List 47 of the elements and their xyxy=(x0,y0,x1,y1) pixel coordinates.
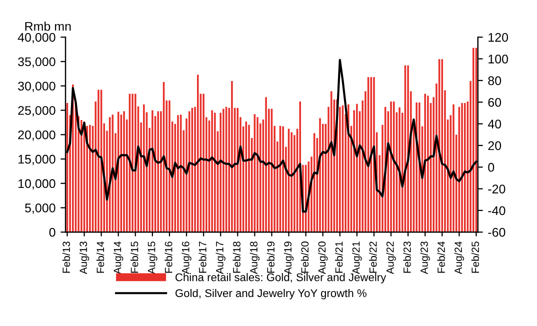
x-tick-label: Feb/20 xyxy=(300,242,309,273)
y2-tick-label: 100 xyxy=(488,54,508,64)
x-tick-label: Aug/15 xyxy=(148,242,158,274)
x-tick-label: Aug/21 xyxy=(352,242,362,274)
x-tick-label: Aug/23 xyxy=(420,242,430,274)
x-tick-label: Aug/19 xyxy=(284,242,294,274)
y2-tick-label: 40 xyxy=(488,120,502,128)
y2-tick-label: 20 xyxy=(488,141,502,150)
x-tick-label: Aug/24 xyxy=(454,241,464,274)
y-tick-label: 0 xyxy=(49,228,56,237)
x-tick-label: Feb/16 xyxy=(164,242,172,273)
y2-tick-label: -60 xyxy=(488,228,506,237)
x-tick-label: Feb/14 xyxy=(96,241,104,273)
x-tick-label: Feb/25 xyxy=(471,242,480,273)
x-tick-label: Aug/22 xyxy=(386,242,396,274)
y-tick-label: 35,000 xyxy=(18,57,56,68)
legend-label: Gold, Silver and Jewelry YoY growth % xyxy=(176,288,366,300)
y2-tick-label: 0 xyxy=(488,162,494,172)
x-tick-label: Feb/19 xyxy=(266,242,275,273)
y-tick-label: 20,000 xyxy=(18,130,56,141)
x-tick-label: Feb/24 xyxy=(437,241,445,273)
x-tick-label: Aug/14 xyxy=(113,241,124,274)
x-tick-label: Feb/17 xyxy=(198,242,206,273)
y-tick-label: 5,000 xyxy=(25,204,56,214)
x-tick-label: Aug/18 xyxy=(250,242,260,274)
y-tick-label: 40,000 xyxy=(18,32,56,44)
y-tick-label: 25,000 xyxy=(18,106,56,116)
y2-tick-label: -20 xyxy=(488,184,506,194)
x-tick-label: Aug/17 xyxy=(216,242,226,274)
x-tick-label: Aug/16 xyxy=(182,242,192,274)
y-tick-label: 30,000 xyxy=(18,82,56,92)
y-tick-label: 15,000 xyxy=(18,154,56,166)
y2-tick-label: -40 xyxy=(488,206,506,216)
legend-label: China retail sales: Gold, Silver and Jewelry xyxy=(176,273,386,284)
x-tick-label: Aug/13 xyxy=(79,242,90,274)
y-tick-label: 10,000 xyxy=(18,179,56,190)
y2-tick-label: 60 xyxy=(488,98,502,107)
x-tick-label: Feb/18 xyxy=(232,242,240,273)
y2-tick-label: 80 xyxy=(488,76,502,86)
y-axis-title: Rmb mn xyxy=(25,22,71,31)
x-tick-label: Feb/15 xyxy=(130,242,138,273)
x-tick-label: Aug/20 xyxy=(318,242,328,274)
x-tick-label: Feb/21 xyxy=(335,242,343,273)
x-tick-label: Feb/13 xyxy=(62,242,70,273)
x-tick-label: Feb/23 xyxy=(403,242,411,273)
y2-tick-label: 120 xyxy=(488,32,508,42)
x-tick-label: Feb/22 xyxy=(369,242,377,273)
